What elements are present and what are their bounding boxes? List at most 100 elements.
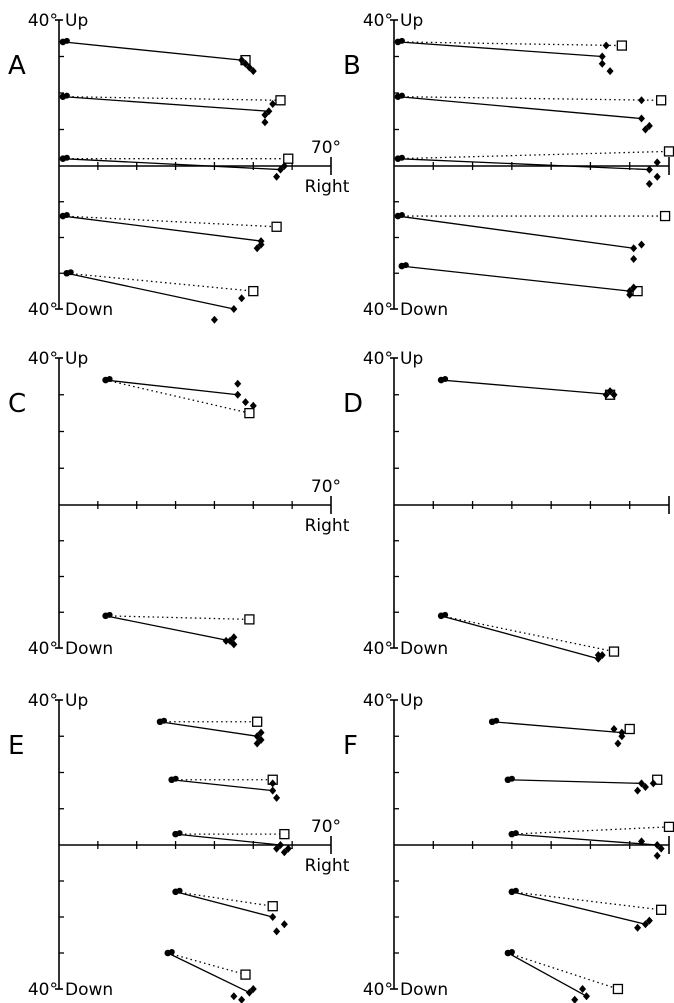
start-point (512, 887, 519, 894)
end-point-diamond (618, 732, 626, 741)
panel-f: 40° Up 40° Down F (343, 691, 674, 1003)
target-square (244, 407, 255, 419)
movement-path-solid (159, 721, 258, 737)
y-top-value-label: 40° (28, 11, 58, 31)
panel-d: 40° Up 40° Down D (343, 349, 670, 663)
trial-5 (164, 949, 257, 1003)
end-point-diamond (210, 315, 218, 324)
trial-1 (488, 717, 635, 748)
target-square (663, 821, 674, 833)
target-path-dotted (397, 96, 662, 101)
trial-2 (59, 92, 286, 127)
end-point-diamond (261, 118, 269, 127)
down-label: Down (65, 639, 113, 659)
start-point (67, 269, 74, 276)
end-point-diamond (230, 305, 238, 313)
movement-path-solid (397, 158, 650, 171)
movement-path-solid (440, 615, 599, 660)
end-point-diamond (253, 739, 261, 748)
movement-path-solid (66, 272, 234, 310)
end-point-diamond (242, 59, 250, 68)
end-point-diamond (269, 786, 277, 795)
target-path-dotted (167, 952, 246, 976)
end-point-diamond (657, 844, 665, 853)
end-point-diamond (641, 783, 649, 791)
start-point (398, 212, 405, 219)
movement-path-solid (175, 833, 281, 846)
right-label: Right (305, 856, 350, 876)
start-point (442, 376, 449, 383)
movement-path-solid (167, 952, 250, 994)
end-point-diamond (645, 916, 653, 925)
start-point (442, 611, 449, 618)
movement-path-solid (105, 615, 231, 642)
trial-4 (508, 887, 667, 932)
end-point-diamond (253, 732, 261, 741)
y-top-value-label: 40° (363, 691, 393, 711)
up-label: Up (400, 691, 423, 711)
target-path-dotted (105, 615, 250, 621)
end-point-diamond (610, 390, 618, 399)
trial-5 (504, 949, 624, 1003)
target-square (624, 723, 635, 735)
start-point (176, 830, 183, 837)
end-point-diamond (238, 995, 246, 1003)
start-point (398, 37, 405, 44)
y-bottom-value-label: 40° (363, 639, 393, 659)
movement-path-solid (511, 833, 658, 846)
down-label: Down (65, 980, 113, 1000)
right-label: Right (305, 177, 350, 197)
movement-path-solid (62, 158, 281, 171)
end-point-diamond (594, 651, 602, 660)
y-top-value-label: 40° (28, 349, 58, 369)
up-label: Up (400, 11, 423, 31)
end-point-diamond (257, 728, 265, 737)
right-label: Right (305, 516, 350, 536)
target-square (612, 983, 624, 995)
end-point-diamond (273, 793, 281, 802)
start-point (398, 92, 405, 99)
target-square (608, 646, 620, 657)
start-point (508, 775, 515, 782)
start-point (168, 949, 175, 955)
trial-1 (437, 376, 618, 400)
start-point (493, 717, 500, 724)
trial-1 (394, 37, 628, 76)
x-end-value-label: 70° (311, 817, 341, 837)
end-point-diamond (598, 651, 606, 660)
end-point-diamond (598, 59, 606, 68)
target-square (652, 774, 663, 785)
start-point (402, 262, 409, 269)
end-point-diamond (276, 165, 284, 174)
up-label: Up (400, 349, 423, 369)
target-path-dotted (507, 952, 619, 990)
end-point-diamond (653, 851, 661, 860)
end-point-diamond (638, 240, 645, 249)
target-path-dotted (397, 150, 670, 160)
down-label: Down (400, 639, 448, 659)
movement-path-solid (397, 41, 603, 58)
start-point (63, 154, 70, 161)
trial-4 (172, 887, 288, 936)
movement-path-solid (507, 779, 642, 785)
target-path-dotted (511, 826, 670, 835)
end-point-diamond (269, 779, 277, 788)
target-square (252, 716, 263, 727)
panel-label: E (8, 731, 24, 761)
end-point-diamond (230, 633, 238, 642)
movement-path-solid (492, 721, 622, 734)
target-square (275, 95, 286, 106)
panel-label: F (343, 731, 358, 761)
end-point-diamond (261, 110, 269, 119)
movement-path-solid (511, 891, 646, 925)
end-point-diamond (641, 125, 649, 134)
trial-3 (59, 153, 294, 181)
down-label: Down (400, 980, 448, 1000)
end-point-diamond (606, 387, 614, 396)
start-point (398, 154, 405, 161)
target-square (655, 95, 667, 106)
panel-b: 40° Up 40° Down B (343, 11, 674, 320)
start-point (63, 92, 70, 99)
end-point-diamond (634, 923, 642, 932)
end-point-diamond (245, 988, 253, 997)
